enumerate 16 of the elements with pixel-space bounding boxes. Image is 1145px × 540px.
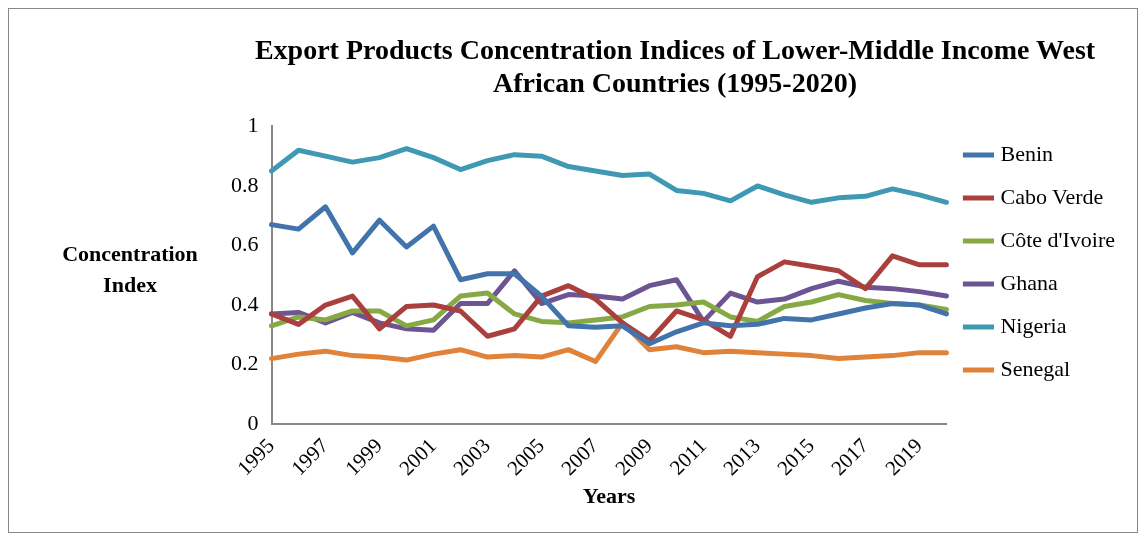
legend-label: Nigeria [1000,312,1067,338]
legend-label: Ghana [1000,269,1059,295]
y-tick-label: 0.6 [231,231,259,257]
y-tick-label: 0.2 [231,350,259,376]
y-axis-title: Concentration Index [61,240,199,299]
legend-label: Cabo Verde [1000,183,1104,209]
y-tick-label: 0 [247,409,259,435]
legend-label: Côte d'Ivoire [1000,226,1115,252]
legend-label: Senegal [1000,355,1071,381]
x-axis-title: Years [582,483,636,509]
legend-label: Benin [1000,140,1054,166]
chart-title: Export Products Concentration Indices of Lower-Middle Income West African Countries (1995-2020) [254,34,1096,98]
x-tick-label: 2011 [664,433,711,480]
y-tick-label: 0.8 [231,171,259,197]
y-tick-label: 0.4 [231,290,259,316]
y-tick-label: 1 [247,112,259,138]
